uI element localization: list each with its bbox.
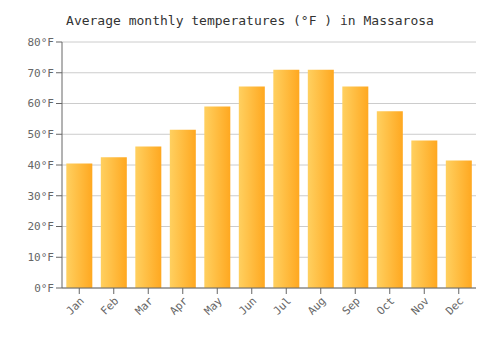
svg-text:30°F: 30°F (28, 190, 55, 203)
svg-text:50°F: 50°F (28, 128, 55, 141)
svg-text:Nov: Nov (409, 294, 433, 318)
svg-text:Oct: Oct (374, 294, 397, 317)
svg-text:80°F: 80°F (28, 36, 55, 49)
svg-text:Sep: Sep (340, 294, 363, 317)
svg-text:60°F: 60°F (28, 97, 55, 110)
svg-text:Mar: Mar (133, 294, 157, 318)
svg-text:Apr: Apr (167, 294, 191, 318)
svg-text:40°F: 40°F (28, 159, 55, 172)
svg-text:10°F: 10°F (28, 251, 55, 264)
html-text:Average monthly temperatures (: Average monthly temperatures (°F ) in Ma… (66, 13, 434, 28)
svg-text:Dec: Dec (443, 294, 466, 317)
svg-text:Jun: Jun (236, 294, 259, 317)
svg-text:70°F: 70°F (28, 67, 55, 80)
svg-text:Aug: Aug (305, 294, 328, 317)
svg-text:20°F: 20°F (28, 220, 55, 233)
svg-text:Jan: Jan (64, 294, 87, 317)
svg-text:0°F: 0°F (34, 282, 54, 295)
svg-text:Feb: Feb (98, 294, 121, 317)
svg-text:Jul: Jul (271, 294, 294, 317)
svg-text:May: May (202, 294, 226, 318)
